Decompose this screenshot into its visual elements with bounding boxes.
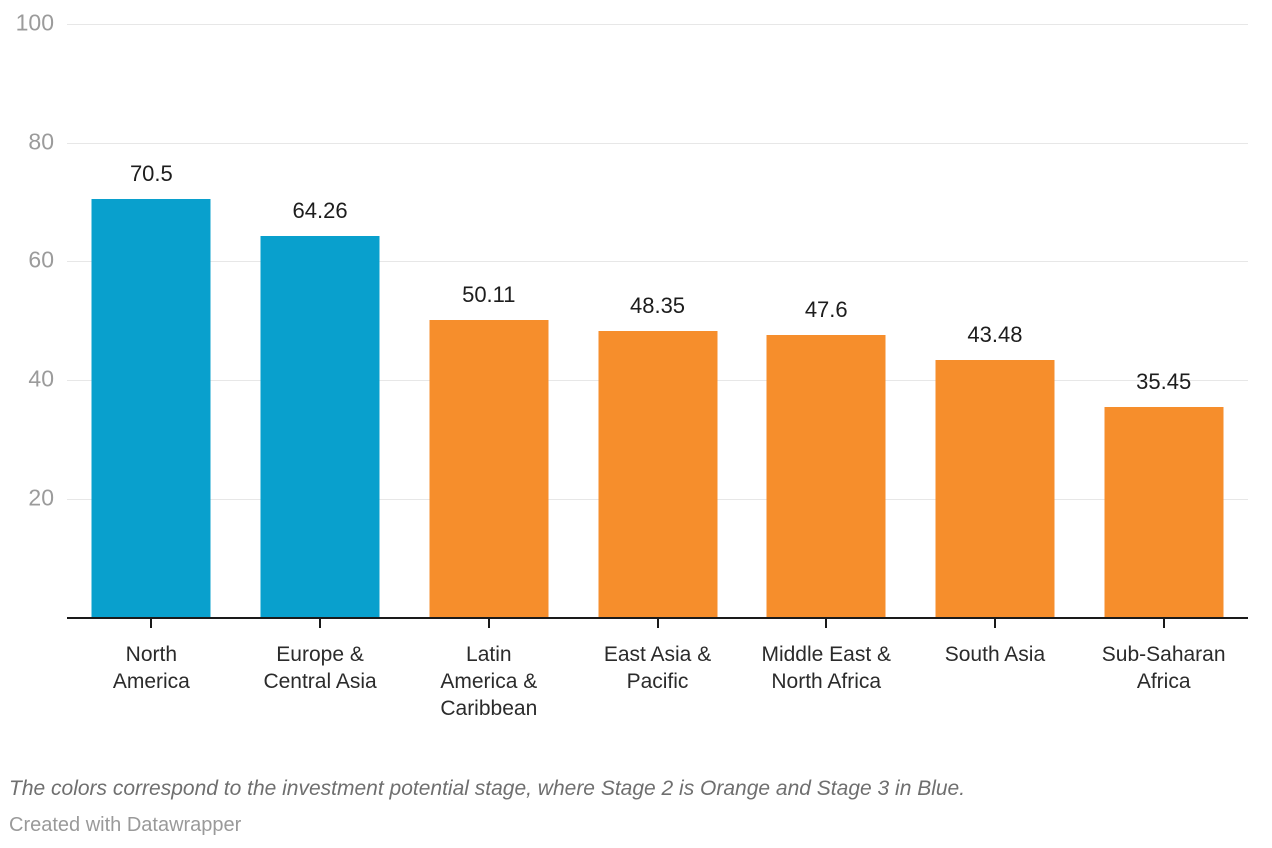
gridline-80: [67, 142, 1248, 144]
x-category-label-europe-central-asia: Europe & Central Asia: [236, 641, 405, 722]
x-axis-tick: [825, 619, 828, 628]
x-category-label-line: Africa: [1136, 670, 1191, 693]
x-category-label-middle-east-north-africa: Middle East & North Africa: [742, 641, 911, 722]
bar-slot-1: 64.26: [236, 0, 405, 628]
x-category-label-south-asia: South Asia: [911, 641, 1080, 722]
x-axis-tick: [319, 619, 322, 628]
x-category-label-latin-america-caribbean: Latin America & Caribbean: [404, 641, 573, 722]
x-axis-tick: [150, 619, 153, 628]
chart-note: The colors correspond to the investment …: [9, 777, 966, 800]
gridline-100: [67, 23, 1248, 25]
x-category-label-line: East Asia &: [603, 643, 712, 666]
bar-sub-saharan-africa[interactable]: [1104, 407, 1224, 618]
x-category-label-line: Sub-Saharan: [1101, 643, 1226, 666]
y-axis-tick-label-100: 100: [15, 9, 54, 36]
y-axis-tick-label-80: 80: [28, 128, 54, 155]
x-category-label-line: Caribbean: [440, 697, 538, 720]
bar-slot-4: 47.6: [742, 0, 911, 628]
bar-slot-6: 35.45: [1079, 0, 1248, 628]
x-category-label-line: Europe &: [276, 643, 364, 666]
bar-south-asia[interactable]: [935, 359, 1055, 618]
bars-layer: 70.5 64.26 50.11 48.35 47.6 43.48 35.45: [67, 0, 1248, 628]
bar-value-label: 48.35: [629, 292, 686, 318]
x-category-label-line: America &: [440, 670, 538, 693]
x-category-label-line: South Asia: [944, 643, 1046, 666]
bar-europe-central-asia[interactable]: [260, 236, 380, 618]
bar-value-label: 47.6: [804, 297, 848, 323]
x-category-label-east-asia-pacific: East Asia & Pacific: [573, 641, 742, 722]
y-axis-tick-label-60: 60: [28, 246, 54, 273]
datawrapper-attribution: Created with Datawrapper: [9, 814, 242, 837]
x-category-label-line: North: [125, 643, 178, 666]
bar-slot-5: 43.48: [911, 0, 1080, 628]
y-axis-tick-label-20: 20: [28, 484, 54, 511]
x-axis-line: [67, 617, 1248, 619]
x-axis-tick: [487, 619, 490, 628]
bar-value-label: 64.26: [292, 198, 348, 224]
x-category-label-line: Middle East &: [761, 643, 892, 666]
bar-slot-0: 70.5: [67, 0, 236, 628]
chart-footer: The colors correspond to the investment …: [9, 775, 965, 837]
bar-value-label: 35.45: [1136, 369, 1192, 395]
x-axis-category-labels: North America Europe & Central Asia Latin Ame…: [67, 641, 1248, 722]
x-axis-tick: [1162, 619, 1165, 628]
y-axis-tick-label-40: 40: [28, 365, 54, 392]
x-category-label-line: Latin: [466, 643, 512, 666]
bar-east-asia-pacific[interactable]: [598, 330, 718, 618]
bar-slot-3: 48.35: [573, 0, 742, 628]
bar-value-label: 70.5: [129, 161, 173, 187]
x-category-label-sub-saharan-africa: Sub-Saharan Africa: [1079, 641, 1248, 722]
gridline-60: [67, 261, 1248, 263]
bar-north-america[interactable]: [91, 199, 211, 618]
x-category-label-line: Central Asia: [263, 670, 377, 693]
x-category-label-line: Pacific: [626, 670, 689, 693]
x-category-label-line: North Africa: [771, 670, 882, 693]
bar-slot-2: 50.11: [404, 0, 573, 628]
x-category-label-north-america: North America: [67, 641, 236, 722]
bar-value-label: 50.11: [462, 282, 516, 308]
x-category-label-line: America: [112, 670, 190, 693]
bar-latin-america-caribbean[interactable]: [429, 320, 549, 618]
x-axis-tick: [993, 619, 996, 628]
bar-middle-east-north-africa[interactable]: [766, 335, 886, 618]
bar-value-label: 43.48: [967, 321, 1023, 347]
x-axis-tick: [656, 619, 659, 628]
